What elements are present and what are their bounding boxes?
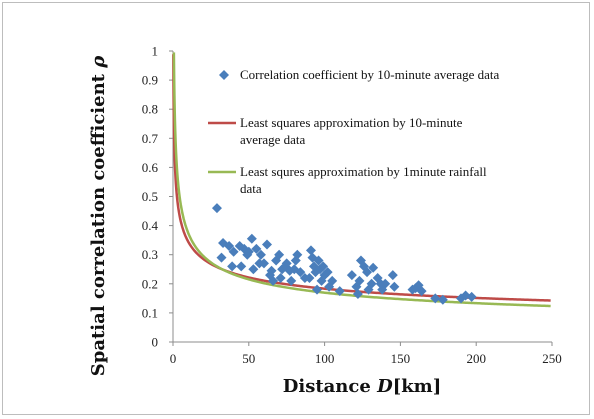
fit-curve-2 xyxy=(172,52,551,308)
data-point xyxy=(387,270,398,281)
x-tick-label: 0 xyxy=(170,351,177,366)
data-point xyxy=(211,203,222,214)
data-point xyxy=(416,286,427,297)
data-point xyxy=(268,275,279,286)
data-point xyxy=(261,239,272,250)
x-tick-label: 150 xyxy=(391,351,411,366)
y-tick-label: 0.8 xyxy=(142,102,158,117)
data-point xyxy=(228,246,239,257)
data-point xyxy=(274,249,285,260)
data-point xyxy=(266,265,277,276)
data-point xyxy=(437,294,448,305)
data-point xyxy=(322,267,333,278)
data-point xyxy=(290,255,301,266)
data-point xyxy=(466,291,477,302)
y-axis-title: Spatial correlation coefficient ρ xyxy=(88,55,109,377)
legend-label: average data xyxy=(240,132,306,147)
data-point xyxy=(352,288,363,299)
data-point xyxy=(304,272,315,283)
fit-curve-1 xyxy=(172,54,551,302)
data-point xyxy=(243,246,254,257)
legend-label: Least squres approximation by 1minute ra… xyxy=(240,164,487,179)
data-point xyxy=(380,278,391,289)
x-tick-label: 250 xyxy=(542,351,562,366)
y-tick-label: 0.5 xyxy=(142,189,158,204)
plot-area xyxy=(169,50,553,346)
data-point xyxy=(368,262,379,273)
tick-labels: 0 50 100 150 200 250 0 0.1 0.2 0.3 0.4 0.5 0.6 0.7 0.8… xyxy=(142,44,562,367)
data-point xyxy=(275,272,286,283)
x-axis-title: Distance D[km] xyxy=(283,376,442,397)
y-tick-label: 0.6 xyxy=(142,160,159,175)
data-point xyxy=(236,261,247,272)
data-point xyxy=(334,286,345,297)
y-tick-label: 0.1 xyxy=(142,305,158,320)
data-point xyxy=(295,267,306,278)
data-points xyxy=(211,203,477,305)
data-point xyxy=(271,255,282,266)
x-tick-label: 200 xyxy=(466,351,486,366)
data-point xyxy=(327,275,338,286)
data-point xyxy=(227,261,238,272)
data-point xyxy=(366,278,377,289)
y-tick-label: 0.4 xyxy=(142,218,159,233)
data-point xyxy=(362,267,373,278)
data-point xyxy=(389,281,400,292)
data-point xyxy=(216,252,227,263)
data-point xyxy=(255,249,266,260)
data-point xyxy=(313,255,324,266)
data-point xyxy=(346,270,357,281)
data-point xyxy=(430,293,441,304)
x-tick-label: 100 xyxy=(315,351,335,366)
data-point xyxy=(258,258,269,269)
y-tick-label: 0.7 xyxy=(142,131,159,146)
legend-label: Least squares approximation by 10-minute xyxy=(240,115,463,130)
data-point xyxy=(286,275,297,286)
data-point xyxy=(312,284,323,295)
legend: Correlation coefficient by 10-minute ave… xyxy=(208,67,500,196)
data-point xyxy=(248,264,259,275)
data-point xyxy=(224,240,235,251)
chart-frame xyxy=(2,2,590,415)
y-tick-label: 0.3 xyxy=(142,247,158,262)
y-tick-label: 0 xyxy=(152,335,159,350)
data-point xyxy=(251,243,262,254)
legend-label: Correlation coefficient by 10-minute ave… xyxy=(240,67,500,82)
data-point xyxy=(318,261,329,272)
legend-label: data xyxy=(240,181,262,196)
data-point xyxy=(305,245,316,256)
x-tick-label: 50 xyxy=(242,351,255,366)
y-tick-label: 0.9 xyxy=(142,73,158,88)
legend-diamond-marker xyxy=(219,70,229,80)
y-tick-label: 1 xyxy=(152,44,159,59)
data-point xyxy=(354,275,365,286)
data-point xyxy=(246,233,257,244)
fit-curves xyxy=(172,52,551,308)
data-point xyxy=(281,258,292,269)
y-tick-label: 0.2 xyxy=(142,276,158,291)
data-point xyxy=(292,249,303,260)
